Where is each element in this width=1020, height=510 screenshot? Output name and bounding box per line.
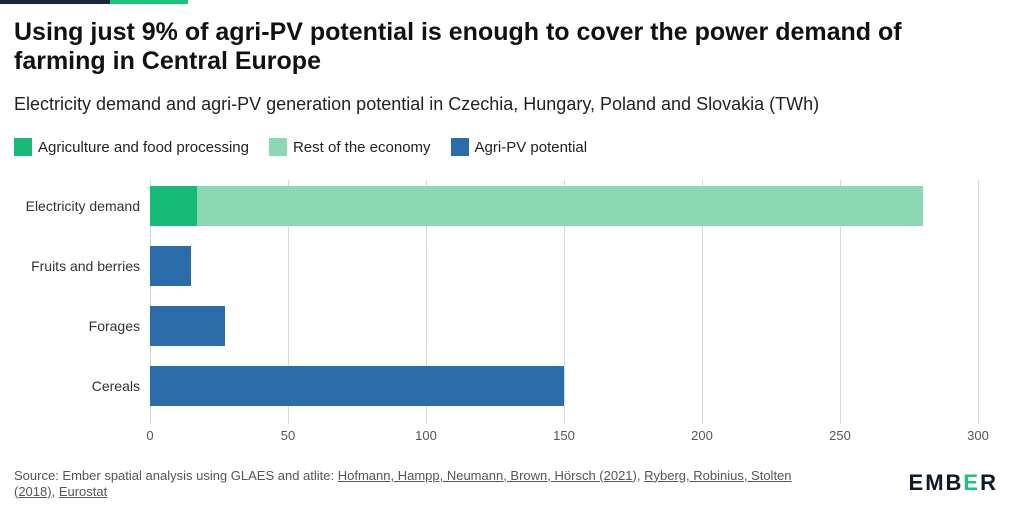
y-axis-label: Electricity demand xyxy=(14,198,146,214)
gridline xyxy=(978,180,979,424)
logo-text-r: R xyxy=(980,470,998,495)
legend-item: Rest of the economy xyxy=(269,138,431,156)
legend-swatch xyxy=(451,138,469,156)
legend-item: Agri-PV potential xyxy=(451,138,588,156)
legend-label: Agriculture and food processing xyxy=(38,139,249,156)
source-link[interactable]: Eurostat xyxy=(59,484,107,499)
top-accent-green xyxy=(110,0,188,4)
bar-segment xyxy=(150,186,197,226)
source-prefix: Source: Ember spatial analysis using GLA… xyxy=(14,468,338,483)
x-axis-label: 250 xyxy=(829,428,851,443)
bar-segment xyxy=(150,246,191,286)
y-axis-label: Cereals xyxy=(14,378,146,394)
x-axis-label: 300 xyxy=(967,428,989,443)
x-axis-label: 100 xyxy=(415,428,437,443)
x-axis-label: 0 xyxy=(146,428,153,443)
logo-text-e2: E xyxy=(963,470,980,495)
source-line: Source: Ember spatial analysis using GLA… xyxy=(14,468,814,501)
bar-segment xyxy=(150,306,225,346)
x-axis-label: 150 xyxy=(553,428,575,443)
source-separator: , xyxy=(52,484,59,499)
bar-segment xyxy=(197,186,923,226)
plot-area xyxy=(150,180,978,424)
x-axis-label: 200 xyxy=(691,428,713,443)
chart-area: 050100150200250300Electricity demandFrui… xyxy=(14,176,978,424)
logo-text-emb: EMB xyxy=(909,470,964,495)
top-accent-dark xyxy=(0,0,110,4)
bar-segment xyxy=(150,366,564,406)
legend: Agriculture and food processing Rest of t… xyxy=(14,138,587,156)
ember-logo: EMBER xyxy=(909,470,998,496)
legend-label: Rest of the economy xyxy=(293,139,431,156)
legend-label: Agri-PV potential xyxy=(475,139,588,156)
legend-swatch xyxy=(14,138,32,156)
x-axis-label: 50 xyxy=(281,428,295,443)
chart-title: Using just 9% of agri-PV potential is en… xyxy=(14,18,1000,76)
legend-swatch xyxy=(269,138,287,156)
y-axis-label: Forages xyxy=(14,318,146,334)
legend-item: Agriculture and food processing xyxy=(14,138,249,156)
y-axis-label: Fruits and berries xyxy=(14,258,146,274)
source-link[interactable]: Hofmann, Hampp, Neumann, Brown, Hörsch (… xyxy=(338,468,637,483)
chart-subtitle: Electricity demand and agri-PV generatio… xyxy=(14,94,1000,115)
